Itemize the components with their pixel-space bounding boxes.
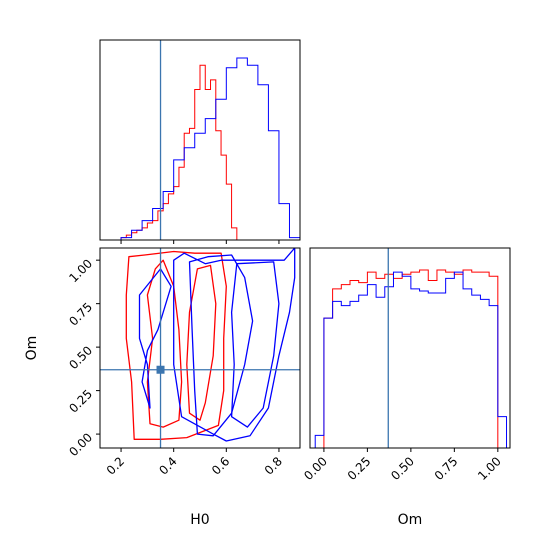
om-x-tick-label-0: 0.00 [301,454,330,483]
h0-histogram-series [121,58,300,240]
om-x-ticks: 0.00 0.25 0.50 0.75 1.00 [301,448,504,483]
joint-x-ticks: 0.2 0.4 0.6 0.8 [104,448,285,478]
joint-y-ticks: 0.00 0.25 0.50 0.75 1.00 [66,256,100,459]
om-y-tick-label-2: 0.50 [66,343,95,372]
h0-tick-label-3: 0.8 [262,454,285,477]
h0-histogram-step-0 [121,65,237,240]
y-axis-label-om: Om [24,336,40,361]
contour-1-0 [232,262,279,427]
h0-histogram-ticks [121,240,279,244]
h0-tick-label-2: 0.6 [209,454,232,477]
om-x-tick-label-4: 1.00 [475,454,504,483]
contour-1-2 [140,269,172,408]
om-x-tick-label-2: 0.50 [388,454,417,483]
x-axis-label-om: Om [398,512,423,528]
contour-0-0 [147,260,181,427]
om-histogram-frame [310,248,510,448]
h0-histogram-panel [100,40,300,244]
h0-tick-label-0: 0.2 [104,454,127,477]
joint-contours [126,248,294,441]
om-x-tick-label-1: 0.25 [345,454,374,483]
om-y-tick-label-3: 0.75 [66,300,95,329]
om-y-tick-label-0: 0.00 [66,430,95,459]
om-histogram-step-0 [324,270,498,448]
om-histogram-series [315,270,506,448]
om-y-tick-label-4: 1.00 [66,256,95,285]
h0-tick-label-1: 0.4 [156,454,179,477]
om-histogram-panel: 0.00 0.25 0.50 0.75 1.00 Om [301,248,510,528]
contour-1-3 [174,248,295,441]
om-x-tick-label-3: 0.75 [432,454,461,483]
joint-truth-marker [157,366,165,374]
om-histogram-step-1 [315,272,506,448]
joint-contour-panel: 0.2 0.4 0.6 0.8 0.00 0.25 0.50 0.75 1.00 H0 Om [24,248,300,528]
x-axis-label-h0: H0 [190,512,209,528]
om-y-tick-label-1: 0.25 [66,387,95,416]
